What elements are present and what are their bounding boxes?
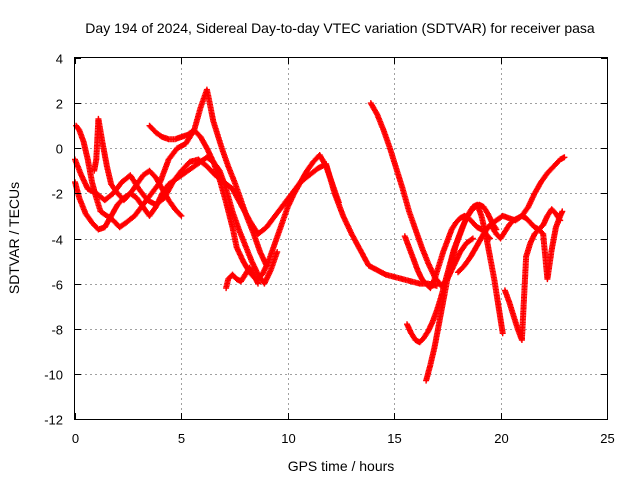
x-tick-label: 5 <box>178 431 185 446</box>
chart-title: Day 194 of 2024, Sidereal Day-to-day VTE… <box>85 20 595 36</box>
x-tick-label: 25 <box>600 431 614 446</box>
y-tick-label: 0 <box>56 142 63 157</box>
data-point <box>177 211 184 218</box>
data-point <box>559 208 566 215</box>
y-tick-label: 4 <box>56 52 63 67</box>
data-point <box>178 212 185 219</box>
data-point <box>255 280 261 287</box>
series-track-5 <box>91 115 185 219</box>
series-track-13 <box>489 206 564 242</box>
data-point <box>335 199 342 206</box>
data-points <box>72 86 568 384</box>
series-track-6 <box>223 264 261 292</box>
plot-frame <box>74 57 608 420</box>
x-tick-label: 15 <box>387 431 401 446</box>
y-tick-label: -8 <box>51 323 63 338</box>
series-track-10 <box>423 201 506 384</box>
x-axis-label: GPS time / hours <box>288 458 395 474</box>
y-tick-label: -12 <box>44 413 63 428</box>
x-tick-label: 20 <box>494 431 508 446</box>
data-point <box>556 216 563 223</box>
data-point <box>561 154 568 161</box>
y-axis-label: SDTVAR / TECUs <box>6 182 22 294</box>
series-track-2 <box>73 86 270 269</box>
series-track-4 <box>146 122 342 283</box>
x-tick-label: 10 <box>281 431 295 446</box>
data-point <box>469 235 476 242</box>
y-tick-label: -6 <box>51 278 63 293</box>
data-point <box>499 330 506 337</box>
y-tick-label: -4 <box>51 233 63 248</box>
series-track-11 <box>455 154 568 276</box>
grid <box>75 58 607 419</box>
data-point <box>274 249 281 255</box>
y-tick-label: -2 <box>51 187 63 202</box>
y-tick-label: 2 <box>56 97 63 112</box>
data-point <box>468 236 475 243</box>
series-track-7 <box>367 100 476 289</box>
data-point <box>557 217 564 224</box>
y-tick-label: -10 <box>44 368 63 383</box>
x-tick-label: 0 <box>72 431 79 446</box>
